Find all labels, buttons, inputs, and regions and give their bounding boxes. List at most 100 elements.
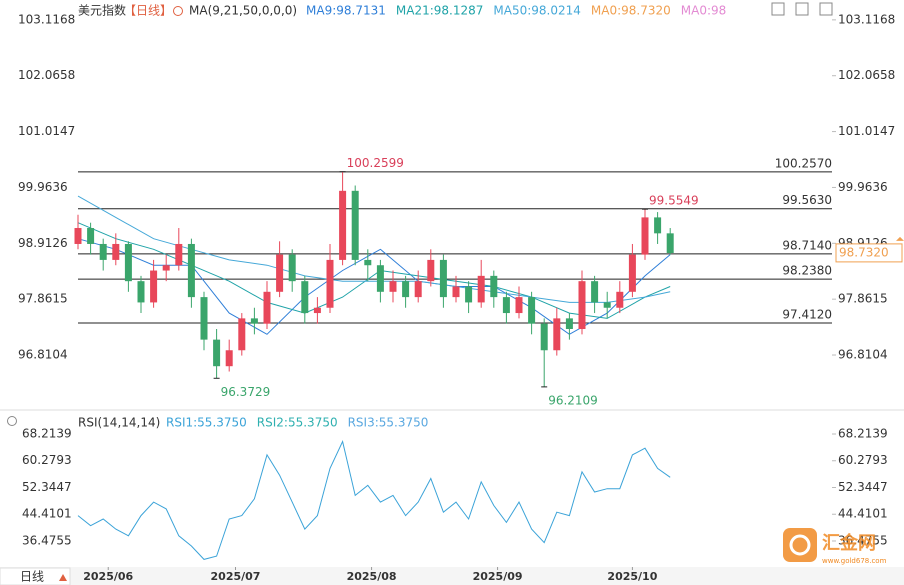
candle-body [150,270,158,303]
period-button[interactable] [0,567,71,585]
rsi-tick-label-right: 60.2793 [838,453,888,467]
watermark-url: www.gold678.com [822,557,887,565]
candle-body [364,259,372,266]
rsi-line [77,439,671,560]
current-price-label: 98.7320 [839,245,889,259]
candle-body [603,302,611,308]
x-tick-label: 2025/06 [83,570,133,583]
candle-body [187,243,195,298]
level-label: 99.5630 [782,193,832,207]
icon-box[interactable] [771,2,785,16]
legend-entry: MA9:98.7131 [306,4,386,18]
candle-body [313,307,321,314]
candle-body [465,286,473,303]
candle-body [641,217,649,255]
candle-body [490,275,498,298]
candle-body [200,297,208,340]
watermark-logo [783,528,817,562]
candle-body [162,265,170,271]
candle-body [402,281,410,298]
period-button-label[interactable]: 日线 [20,570,44,584]
candle-body [351,190,359,260]
period: 【日线】 [124,4,172,18]
candle-body [528,297,536,324]
rsi-legend-entry: RSI2:55.3750 [257,416,338,430]
candle-body [628,254,636,292]
rsi-legend-entry: RSI1:55.3750 [166,416,247,430]
rsi-tick-label-left: 36.4755 [22,533,72,547]
candle-body [288,254,296,282]
rsi-legend-entry: RSI3:55.3750 [348,416,429,430]
settings-icon[interactable] [7,416,17,426]
candle-body [654,217,662,234]
candle-body [326,259,334,308]
candle-body [616,291,624,308]
candle-body [578,281,586,330]
rsi-tick-label-left: 68.2139 [22,426,72,440]
candle-body [225,350,233,367]
candle-body [74,228,82,244]
legend-entry: MA50:98.0214 [493,4,581,18]
rsi-tick-label-left: 52.3447 [22,480,72,494]
candle-body [439,259,447,298]
date-bar [0,567,904,585]
level-label: 98.2380 [782,264,832,278]
rsi-tick-label-left: 44.4101 [22,507,72,521]
current-price-tag [835,243,903,263]
candle-body [502,297,510,314]
x-tick-label: 2025/08 [347,570,397,583]
y-tick-label-left: 98.9126 [18,236,68,250]
watermark-logo-mark [789,534,811,556]
rsi-tick-label-right: 44.4101 [838,507,888,521]
y-tick-label-right: 101.0147 [838,124,895,138]
x-tick-label: 2025/09 [473,570,523,583]
y-tick-label-left: 99.9636 [18,180,68,194]
y-tick-label-left: 96.8104 [18,348,68,362]
watermark-name: 汇金网 [822,532,876,554]
level-label: 98.7140 [782,238,832,252]
icon-box[interactable] [819,2,833,16]
candle-body [238,318,246,351]
candle-body [250,318,258,324]
annotation-label: 96.3729 [221,385,271,399]
current-price-arrow [896,236,904,241]
rsi-tick-label-left: 60.2793 [22,453,72,467]
title: 美元指数 [78,3,126,18]
level-label: 97.4120 [782,308,832,322]
level-label: 100.2570 [775,156,832,170]
candle-body [137,281,145,303]
candle-body [666,233,674,254]
legend-entry: MA21:98.1287 [396,4,484,18]
candle-body [376,265,384,292]
candle-body [301,281,309,314]
rsi-tick-label-right: 36.4755 [838,533,888,547]
y-tick-label-right: 102.0658 [838,68,895,82]
rsi-params: RSI(14,14,14) [78,416,160,430]
dropdown-arrow[interactable] [59,574,67,581]
candle-body [175,243,183,266]
y-tick-label-left: 103.1168 [18,12,75,26]
x-tick-label: 2025/07 [211,570,261,583]
candle-body [263,291,271,324]
candle-body [339,190,347,260]
y-tick-label-right: 97.8615 [838,292,888,306]
y-tick-label-left: 97.8615 [18,292,68,306]
legend-entry: MA0:98.7320 [591,4,671,18]
candle-body [553,318,561,351]
icon-box[interactable] [795,2,809,16]
legend-entry: MA0:98 [681,4,727,18]
candle-body [591,281,599,303]
rsi-tick-label-right: 52.3447 [838,480,888,494]
y-tick-label-left: 101.0147 [18,124,75,138]
annotation-label: 96.2109 [548,393,598,407]
candle-body [477,275,485,303]
candle-body [427,259,435,282]
y-tick-label-left: 102.0658 [18,68,75,82]
annotation-label: 100.2599 [347,156,404,170]
x-tick-label: 2025/10 [607,570,657,583]
settings-icon[interactable] [173,6,183,16]
candle-body [87,228,95,244]
annotation-label: 99.5549 [649,194,699,208]
